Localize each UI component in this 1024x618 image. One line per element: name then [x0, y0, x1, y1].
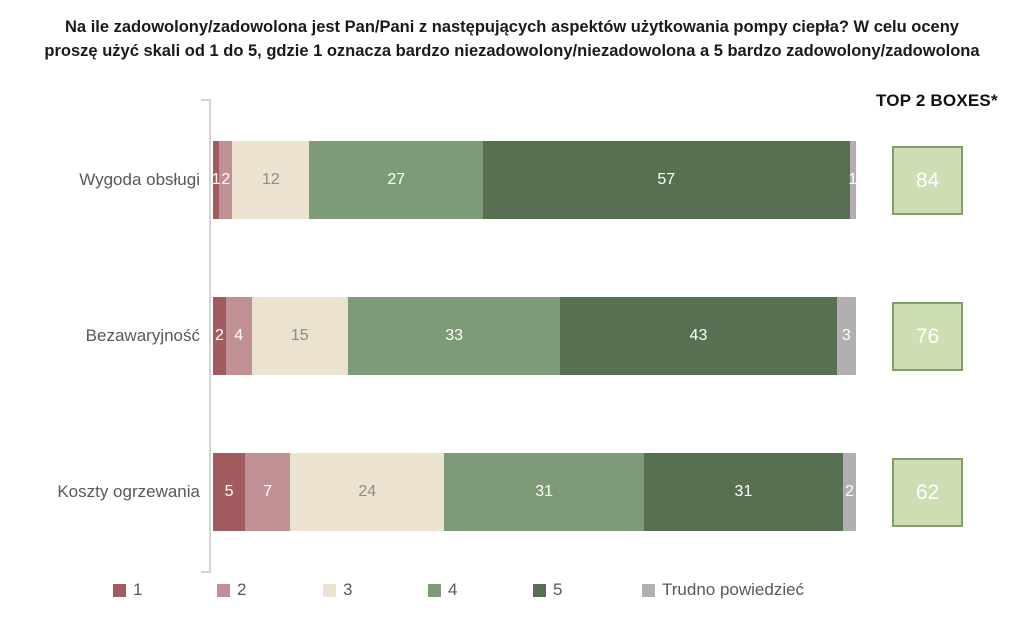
- legend-color-chip: [428, 583, 441, 597]
- bar-segment-1: 5: [213, 453, 246, 531]
- top2-value: 84: [915, 168, 940, 192]
- bar-segment-trudno-powiedzieć: 1: [848, 141, 858, 219]
- bar-segment-5: 57: [483, 141, 850, 219]
- legend-color-chip: [642, 583, 655, 597]
- chart-title: Na ile zadowolony/zadowolona jest Pan/Pa…: [0, 16, 1024, 64]
- segment-value-label: 3: [841, 327, 851, 344]
- bar-segment-1: 2: [213, 297, 226, 375]
- chart-row-3: Koszty ogrzewania 5 7 24 31 31 2 62: [0, 453, 1024, 531]
- y-axis-line: [209, 99, 211, 573]
- legend-item-4: 4: [428, 580, 457, 600]
- category-label: Koszty ogrzewania: [57, 482, 200, 501]
- top2-value: 62: [915, 480, 940, 504]
- segment-value-label: 31: [535, 483, 554, 500]
- top2-box: 76: [892, 302, 963, 371]
- segment-value-label: 7: [263, 483, 273, 500]
- top2-boxes-header: TOP 2 BOXES*: [876, 91, 998, 110]
- segment-value-label: 12: [261, 171, 280, 188]
- top2-value: 76: [915, 324, 940, 348]
- chart-title-line-2: proszę użyć skali od 1 do 5, gdzie 1 ozn…: [44, 41, 980, 60]
- bar-segment-3: 24: [290, 453, 445, 531]
- bar-segment-2: 4: [225, 297, 252, 375]
- segment-value-label: 27: [387, 171, 406, 188]
- legend-color-chip: [217, 583, 230, 597]
- segment-value-label: 1: [211, 171, 221, 188]
- segment-value-label: 43: [689, 327, 708, 344]
- segment-value-label: 33: [445, 327, 463, 344]
- segment-value-label: 57: [657, 171, 676, 188]
- bar-segment-1: 1: [211, 141, 221, 219]
- bar-segment-3: 15: [251, 297, 349, 375]
- legend-item-1: 1: [113, 580, 142, 600]
- segment-value-label: 2: [221, 171, 231, 188]
- y-axis-tick-bottom: [201, 571, 209, 573]
- segment-value-label: 2: [214, 327, 224, 344]
- chart-row-1: Wygoda obsługi 1 2 12 27 57 1 84: [0, 141, 1024, 219]
- segment-value-label: 15: [290, 327, 309, 344]
- bar-segment-5: 43: [560, 297, 837, 375]
- legend-color-chip: [323, 583, 336, 597]
- category-label: Bezawaryjność: [85, 326, 200, 345]
- legend-item-6: Trudno powiedzieć: [642, 580, 804, 600]
- bar-segment-trudno-powiedzieć: 3: [836, 297, 856, 375]
- bar-segment-4: 31: [444, 453, 644, 531]
- legend-label: 2: [237, 580, 247, 599]
- segment-value-label: 2: [845, 483, 854, 500]
- bar-segment-2: 7: [245, 453, 291, 531]
- top2-box: 84: [892, 146, 963, 215]
- stacked-bar: 2 4 15 33 43 3: [213, 297, 856, 375]
- segment-value-label: 24: [358, 483, 377, 500]
- chart-title-line-1: Na ile zadowolony/zadowolona jest Pan/Pa…: [65, 18, 959, 36]
- legend-item-3: 3: [323, 580, 352, 600]
- bar-segment-4: 33: [348, 297, 561, 375]
- bar-segment-2: 2: [219, 141, 233, 219]
- legend-label: 5: [553, 580, 563, 599]
- y-axis-tick-top: [201, 99, 209, 101]
- legend-label: 1: [133, 580, 143, 599]
- bar-segment-3: 12: [232, 141, 310, 219]
- bar-segment-trudno-powiedzieć: 2: [843, 453, 856, 531]
- stacked-bar: 1 2 12 27 57 1: [211, 141, 858, 219]
- top2-box: 62: [892, 458, 963, 527]
- legend-label: 4: [448, 580, 458, 599]
- legend-label: Trudno powiedzieć: [662, 580, 805, 599]
- segment-value-label: 5: [224, 483, 234, 500]
- category-label: Wygoda obsługi: [79, 170, 200, 189]
- segment-value-label: 1: [848, 171, 858, 188]
- chart-row-2: Bezawaryjność 2 4 15 33 43 3 76: [0, 297, 1024, 375]
- bar-segment-5: 31: [643, 453, 844, 531]
- legend-color-chip: [113, 583, 126, 597]
- segment-value-label: 31: [734, 483, 753, 500]
- bar-segment-4: 27: [309, 141, 484, 219]
- legend-item-5: 5: [533, 580, 562, 600]
- legend-label: 3: [343, 580, 353, 599]
- stacked-bar: 5 7 24 31 31 2: [213, 453, 856, 531]
- legend-item-2: 2: [217, 580, 246, 600]
- segment-value-label: 4: [234, 327, 244, 344]
- legend-color-chip: [533, 583, 546, 597]
